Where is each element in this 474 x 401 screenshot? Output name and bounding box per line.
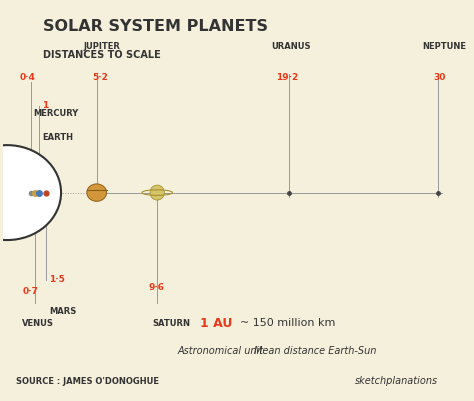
Circle shape <box>87 184 107 201</box>
Text: URANUS: URANUS <box>271 42 311 51</box>
Text: Astronomical unit: Astronomical unit <box>178 346 264 356</box>
Text: MERCURY: MERCURY <box>33 109 78 118</box>
Text: ~ 150 million km: ~ 150 million km <box>240 318 336 328</box>
Text: sketchplanations: sketchplanations <box>355 377 438 386</box>
Text: 19·2: 19·2 <box>276 73 298 83</box>
Text: SATURN: SATURN <box>153 318 191 328</box>
Text: 0·7: 0·7 <box>22 287 38 296</box>
Text: NEPTUNE: NEPTUNE <box>422 42 466 51</box>
Text: 9·6: 9·6 <box>148 283 164 292</box>
Text: DISTANCES TO SCALE: DISTANCES TO SCALE <box>43 50 161 60</box>
Text: SOURCE : JAMES O'DONOGHUE: SOURCE : JAMES O'DONOGHUE <box>16 377 159 386</box>
Text: 30: 30 <box>433 73 446 83</box>
Text: SOLAR SYSTEM PLANETS: SOLAR SYSTEM PLANETS <box>43 18 268 34</box>
Text: EARTH: EARTH <box>42 133 73 142</box>
Ellipse shape <box>150 185 164 200</box>
Circle shape <box>0 145 61 240</box>
Text: VENUS: VENUS <box>22 318 54 328</box>
Text: 0·4: 0·4 <box>19 73 36 83</box>
Text: MARS: MARS <box>49 307 76 316</box>
Text: JUPITER: JUPITER <box>83 42 120 51</box>
Text: Mean distance Earth-Sun: Mean distance Earth-Sun <box>254 346 376 356</box>
Text: 1: 1 <box>42 101 48 110</box>
Text: 5·2: 5·2 <box>92 73 108 83</box>
Text: 1·5: 1·5 <box>49 275 65 284</box>
Text: 1 AU: 1 AU <box>200 316 232 330</box>
